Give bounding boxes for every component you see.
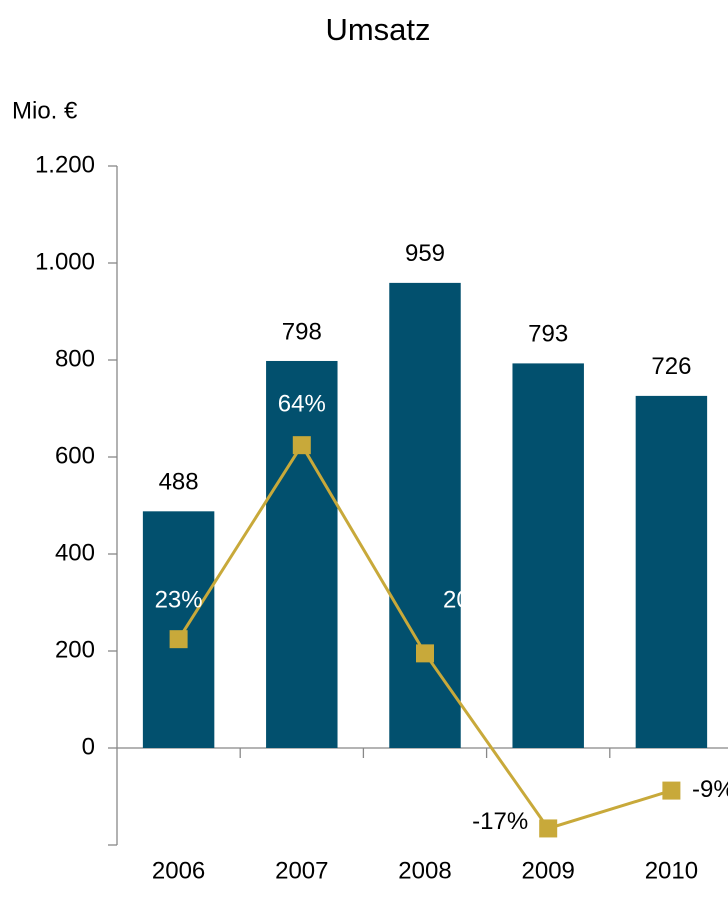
y-axis-label: Mio. €	[12, 97, 78, 124]
line-marker	[416, 644, 434, 663]
x-tick-label: 2009	[522, 857, 575, 884]
x-tick-label: 2010	[645, 857, 698, 884]
bar-value-label: 726	[651, 353, 691, 380]
bar	[512, 363, 584, 748]
line-value-label: 20%	[443, 587, 491, 614]
line-value-label: -9%	[692, 776, 728, 803]
y-tick-label: 1.200	[35, 151, 95, 178]
line-marker	[169, 630, 188, 649]
bar	[635, 395, 708, 748]
bar-value-label: 793	[528, 321, 568, 348]
bar	[389, 282, 461, 748]
line-value-label: 64%	[278, 391, 326, 418]
line-value-label: 23%	[155, 587, 203, 614]
line-value-label: -17%	[472, 808, 528, 835]
bar-value-label: 959	[405, 240, 445, 267]
line-marker	[539, 819, 558, 838]
y-tick-label: 600	[55, 442, 95, 469]
y-tick-label: 0	[82, 733, 95, 760]
x-tick-label: 2007	[275, 857, 328, 884]
y-tick-label: 400	[55, 539, 95, 566]
y-tick-label: 200	[55, 636, 95, 663]
y-tick-label: 800	[55, 345, 95, 372]
chart-title: Umsatz	[325, 12, 430, 47]
x-tick-label: 2006	[152, 857, 205, 884]
line-marker	[292, 436, 311, 455]
x-tick-label: 2008	[398, 857, 451, 884]
bar-value-label: 488	[159, 469, 199, 496]
y-tick-label: 1.000	[35, 248, 95, 275]
bar	[266, 360, 338, 748]
bar-value-label: 798	[282, 318, 322, 345]
line-marker	[662, 781, 681, 800]
bar	[142, 511, 215, 748]
